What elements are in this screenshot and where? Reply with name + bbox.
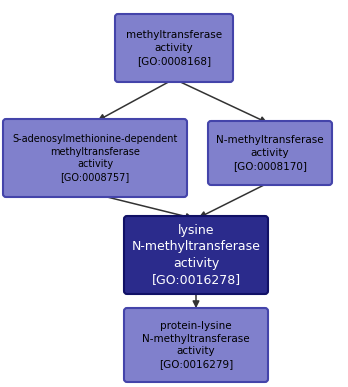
FancyBboxPatch shape [115, 14, 233, 82]
FancyBboxPatch shape [3, 119, 187, 197]
Text: protein-lysine
N-methyltransferase
activity
[GO:0016279]: protein-lysine N-methyltransferase activ… [142, 321, 250, 369]
FancyBboxPatch shape [208, 121, 332, 185]
Text: N-methyltransferase
activity
[GO:0008170]: N-methyltransferase activity [GO:0008170… [216, 135, 324, 171]
FancyBboxPatch shape [124, 308, 268, 382]
FancyBboxPatch shape [124, 216, 268, 294]
Text: lysine
N-methyltransferase
activity
[GO:0016278]: lysine N-methyltransferase activity [GO:… [132, 224, 260, 286]
Text: methyltransferase
activity
[GO:0008168]: methyltransferase activity [GO:0008168] [126, 30, 222, 66]
Text: S-adenosylmethionine-dependent
methyltransferase
activity
[GO:0008757]: S-adenosylmethionine-dependent methyltra… [12, 134, 178, 182]
